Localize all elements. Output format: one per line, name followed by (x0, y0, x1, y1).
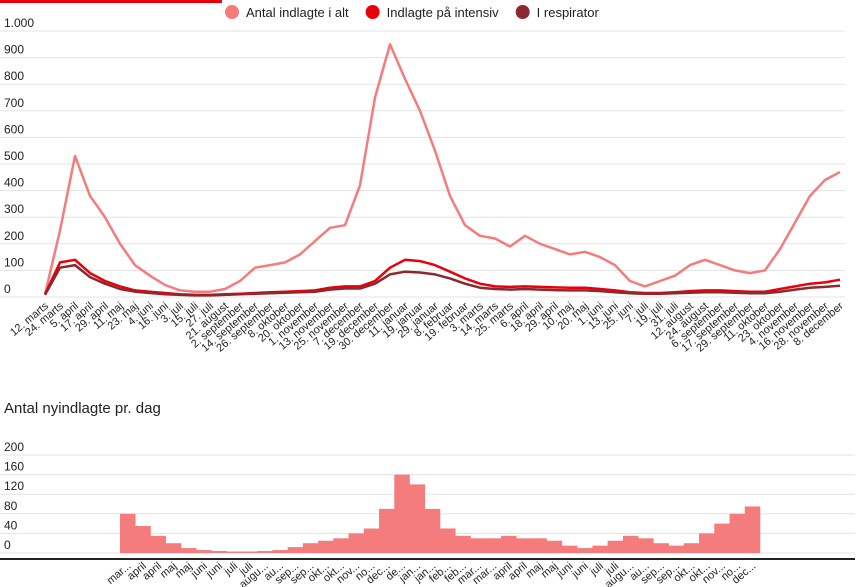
bar (638, 538, 654, 553)
y-tick-label: 0 (4, 538, 11, 552)
bar (699, 533, 715, 553)
bar (318, 540, 334, 553)
bar (363, 528, 380, 553)
y-tick-label: 40 (4, 518, 18, 532)
bar (241, 551, 258, 553)
bar (607, 540, 624, 553)
bar (455, 535, 471, 553)
series-line (43, 263, 841, 297)
bar (287, 547, 304, 553)
bar (120, 513, 136, 553)
bar (333, 538, 349, 553)
bar (302, 543, 319, 553)
y-tick-label: 500 (4, 149, 24, 163)
y-tick-label: 160 (4, 460, 24, 474)
bar (592, 545, 608, 553)
y-tick-label: 200 (4, 440, 24, 454)
legend-label: Indlagte på intensiv (387, 5, 500, 20)
bar (653, 543, 669, 553)
bar (714, 523, 730, 553)
bar (211, 551, 227, 553)
bar (546, 540, 563, 553)
y-tick-label: 1.000 (4, 16, 34, 30)
bar (348, 533, 365, 553)
bar (470, 538, 487, 553)
y-tick-label: 900 (4, 43, 24, 57)
bar (424, 508, 441, 553)
bar (561, 545, 578, 553)
legend-marker (365, 5, 380, 19)
chart-title: Antal nyindlagte pr. dag (4, 400, 161, 417)
bar (729, 513, 746, 553)
bar (516, 538, 532, 553)
bar (531, 538, 547, 553)
y-tick-label: 400 (4, 176, 24, 190)
legend-label: Antal indlagte i alt (246, 5, 349, 20)
x-tick-label: juni (203, 560, 225, 581)
y-tick-label: 600 (4, 122, 24, 136)
bar (683, 543, 700, 553)
bar (379, 508, 395, 553)
bar (257, 551, 273, 553)
bar (485, 538, 502, 553)
y-tick-label: 0 (4, 282, 11, 296)
legend-label: I respirator (537, 5, 600, 20)
bar (180, 548, 197, 553)
series-line (43, 43, 841, 295)
bar (135, 526, 151, 553)
x-tick-label: juni (569, 560, 591, 581)
bar (577, 548, 593, 553)
bar (226, 551, 243, 553)
y-tick-label: 80 (4, 499, 18, 513)
y-tick-label: 800 (4, 69, 24, 83)
bar (196, 550, 212, 553)
bar (409, 484, 426, 553)
bar (440, 528, 456, 553)
legend-marker (225, 5, 239, 19)
bar (668, 545, 685, 553)
bar (165, 543, 182, 553)
bar (272, 550, 288, 553)
y-tick-label: 300 (4, 202, 24, 216)
y-tick-label: 700 (4, 96, 24, 110)
bar (500, 535, 517, 553)
top-accent (0, 0, 222, 3)
bar (744, 506, 761, 553)
y-tick-label: 120 (4, 479, 24, 493)
bar (150, 535, 167, 553)
legend-marker (515, 5, 530, 19)
y-tick-label: 100 (4, 255, 24, 269)
bar (394, 474, 410, 553)
y-tick-label: 200 (4, 229, 24, 243)
bar (622, 535, 639, 553)
